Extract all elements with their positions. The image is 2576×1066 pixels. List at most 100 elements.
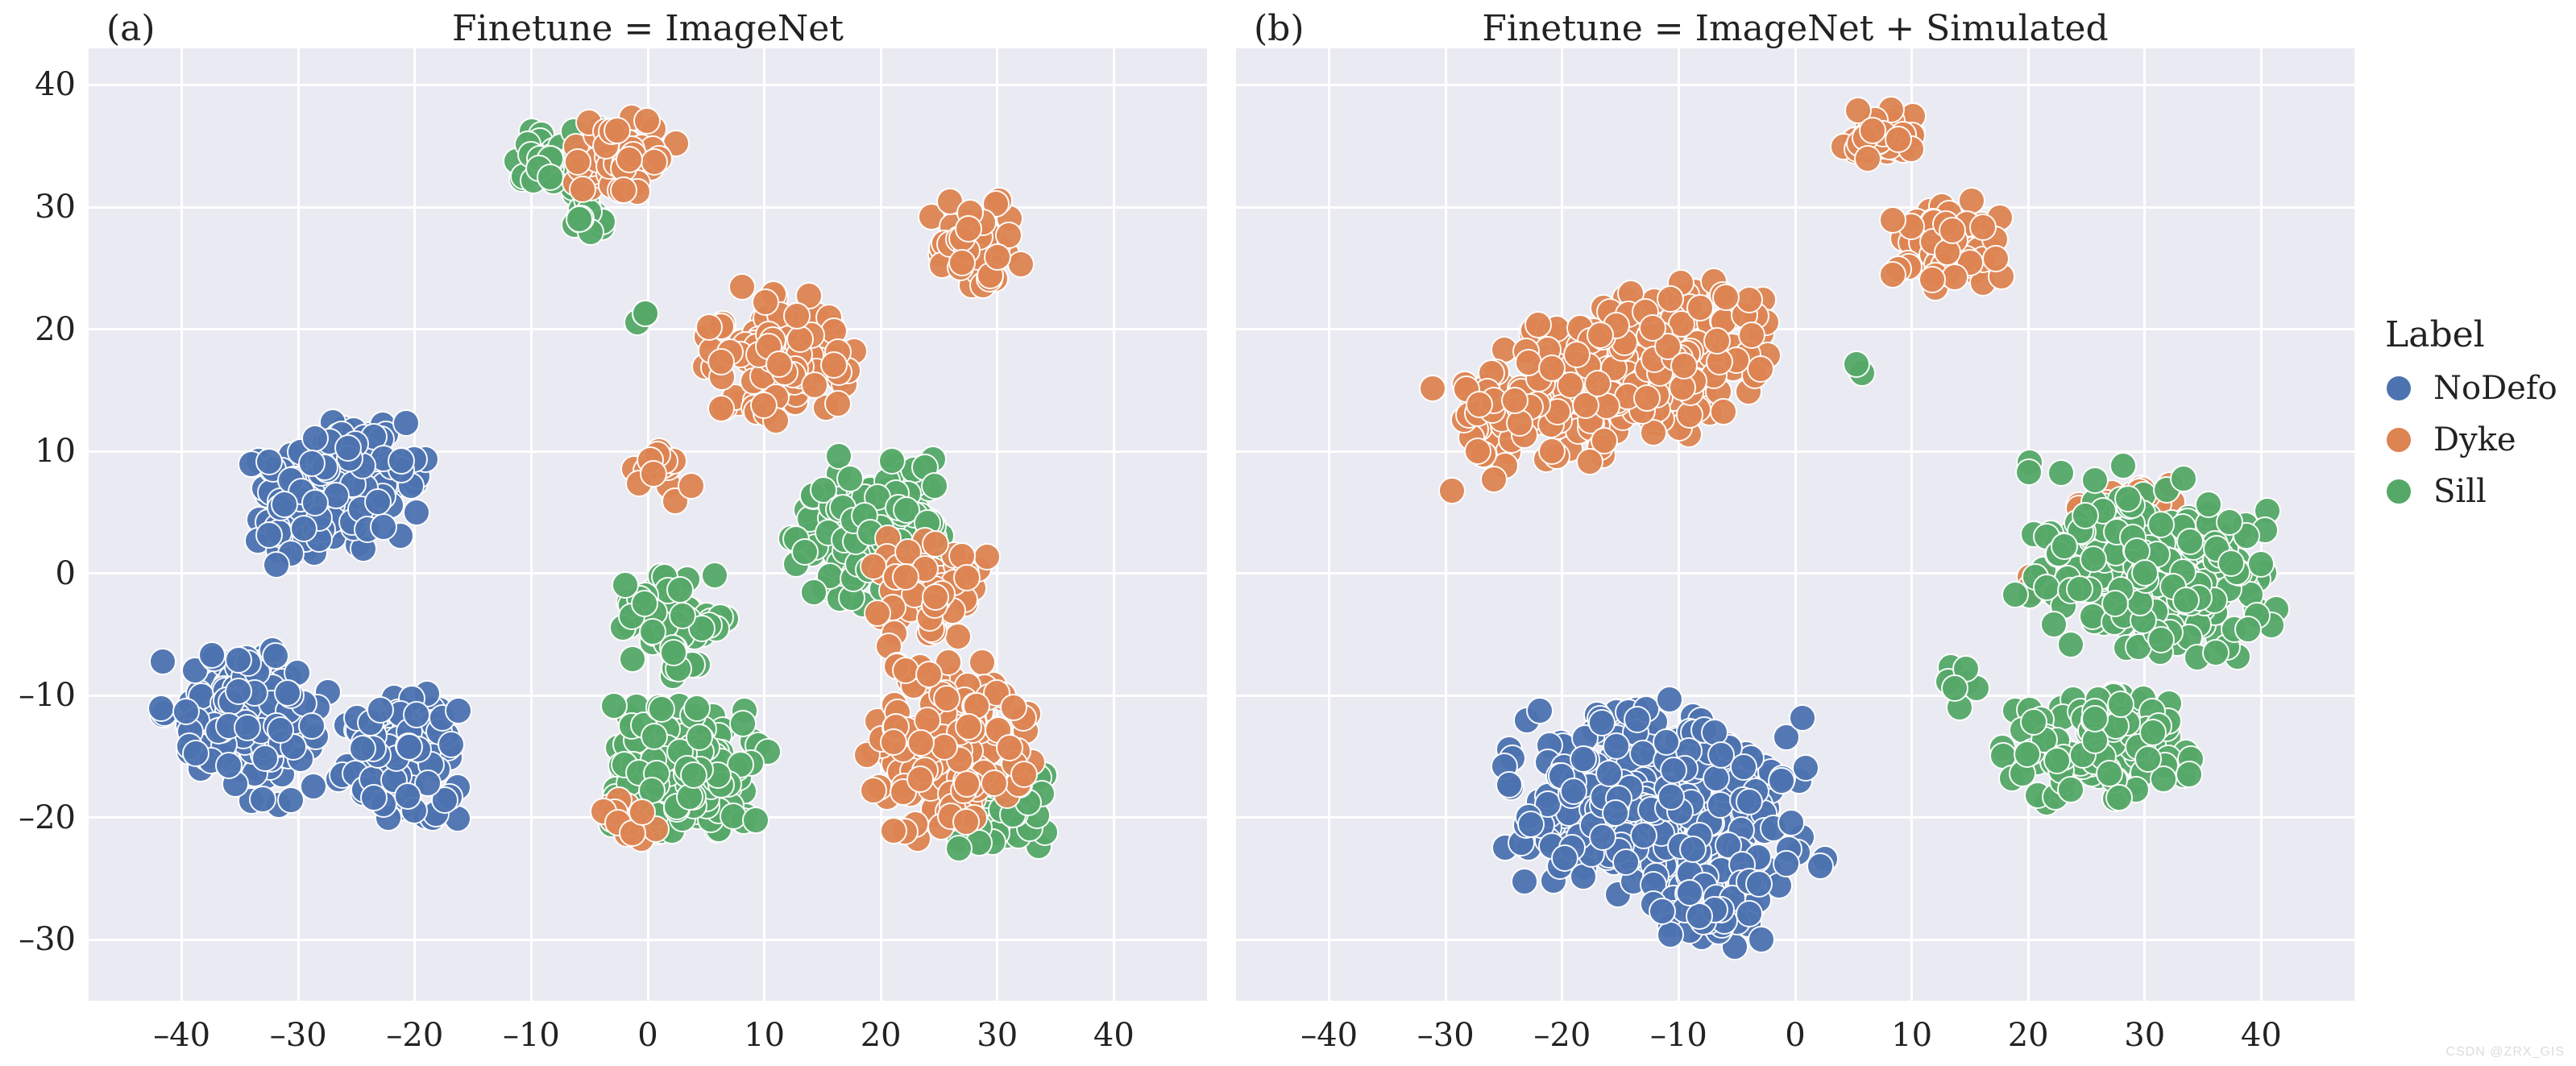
gridline-horizontal [89, 939, 1207, 941]
scatter-point [172, 698, 200, 725]
scatter-point [1010, 761, 1038, 788]
scatter-point [1657, 921, 1684, 948]
scatter-point [678, 472, 705, 500]
scatter-point [2109, 452, 2137, 479]
y-tick-label: 20 [35, 311, 76, 348]
scatter-point [604, 117, 631, 144]
scatter-point [2216, 508, 2243, 536]
figure: (a)Finetune = ImageNet–40–30–20–10010203… [0, 0, 2576, 1066]
scatter-point [1941, 674, 1968, 702]
scatter-point [300, 773, 327, 800]
legend-swatch [2385, 478, 2412, 505]
scatter-point [631, 590, 658, 617]
scatter-point [955, 713, 982, 740]
plot-area [89, 48, 1207, 1001]
scatter-point [1515, 349, 1542, 376]
scatter-point [1969, 214, 1997, 241]
scatter-point [880, 728, 907, 756]
scatter-point [1480, 466, 1508, 493]
scatter-point [1464, 438, 1491, 465]
scatter-point [255, 448, 283, 475]
scatter-point [984, 243, 1011, 271]
scatter-point [2114, 485, 2142, 512]
scatter-point [933, 685, 960, 712]
scatter-point [1736, 286, 1763, 313]
scatter-point [1656, 686, 1683, 713]
x-tick-label: –10 [1650, 1017, 1707, 1054]
scatter-point [1438, 477, 1466, 504]
gridline-horizontal [1236, 939, 2354, 941]
scatter-point [1501, 387, 1529, 414]
scatter-point [1736, 788, 1763, 815]
scatter-point [1686, 294, 1714, 321]
scatter-point [1538, 355, 1566, 382]
scatter-point [864, 599, 891, 627]
scatter-point [298, 712, 326, 740]
gridline-vertical [1445, 48, 1447, 1001]
gridline-horizontal [89, 206, 1207, 209]
scatter-point [2047, 459, 2075, 487]
legend-item: Sill [2385, 473, 2557, 510]
scatter-point [931, 733, 958, 761]
x-tick-label: –40 [153, 1017, 210, 1054]
scatter-point [349, 735, 376, 762]
legend: Label NoDefoDykeSill [2385, 314, 2557, 510]
scatter-point [2081, 467, 2109, 494]
scatter-point [1538, 438, 1566, 465]
y-tick-label: 10 [35, 433, 76, 470]
scatter-point [1686, 902, 1713, 930]
scatter-point [945, 835, 973, 862]
gridline-horizontal [1236, 328, 2354, 330]
y-tick-label: –10 [19, 677, 76, 714]
scatter-point [1595, 760, 1623, 787]
scatter-point [660, 639, 687, 666]
x-tick-label: 10 [1891, 1017, 1932, 1054]
scatter-point [1589, 823, 1616, 851]
scatter-point [2139, 719, 2167, 746]
plot-area [1236, 48, 2354, 1001]
gridline-vertical [763, 48, 765, 1001]
gridline-vertical [1113, 48, 1115, 1001]
panel-title: Finetune = ImageNet [452, 8, 844, 49]
scatter-point [2040, 611, 2068, 638]
scatter-point [952, 808, 980, 836]
scatter-point [906, 765, 934, 793]
scatter-point [1879, 206, 1906, 234]
y-tick-label: –30 [19, 921, 76, 958]
scatter-point [1859, 117, 1886, 144]
x-tick-label: –30 [1417, 1017, 1475, 1054]
scatter-point [2147, 511, 2175, 538]
scatter-point [370, 513, 397, 541]
y-tick-label: 0 [56, 555, 76, 592]
legend-label: Dyke [2433, 421, 2516, 458]
scatter-point [445, 697, 472, 724]
x-tick-label: –10 [503, 1017, 560, 1054]
scatter-point [2057, 776, 2084, 803]
scatter-point [1495, 771, 1523, 798]
gridline-horizontal [1236, 206, 2354, 209]
scatter-point [695, 313, 723, 341]
scatter-point [1511, 868, 1538, 895]
scatter-point [1679, 836, 1707, 863]
scatter-point [1560, 778, 1587, 805]
panel-b: (b)Finetune = ImageNet + Simulated–40–30… [1236, 48, 2354, 1001]
scatter-point [1703, 765, 1730, 792]
scatter-point [364, 488, 392, 516]
scatter-point [1773, 850, 1800, 877]
scatter-point [2051, 533, 2078, 560]
scatter-point [701, 562, 728, 589]
scatter-point [234, 714, 261, 741]
scatter-point [2033, 574, 2060, 601]
scatter-point [1748, 926, 1775, 953]
scatter-point [707, 395, 735, 422]
scatter-point [2020, 708, 2047, 736]
scatter-point [2080, 545, 2107, 573]
legend-title: Label [2385, 314, 2557, 355]
scatter-point [255, 521, 283, 549]
x-tick-label: 0 [637, 1017, 657, 1054]
scatter-point [1419, 375, 1446, 402]
scatter-point [566, 205, 593, 233]
scatter-point [641, 723, 668, 750]
scatter-point [922, 583, 949, 611]
scatter-point [1777, 809, 1805, 836]
